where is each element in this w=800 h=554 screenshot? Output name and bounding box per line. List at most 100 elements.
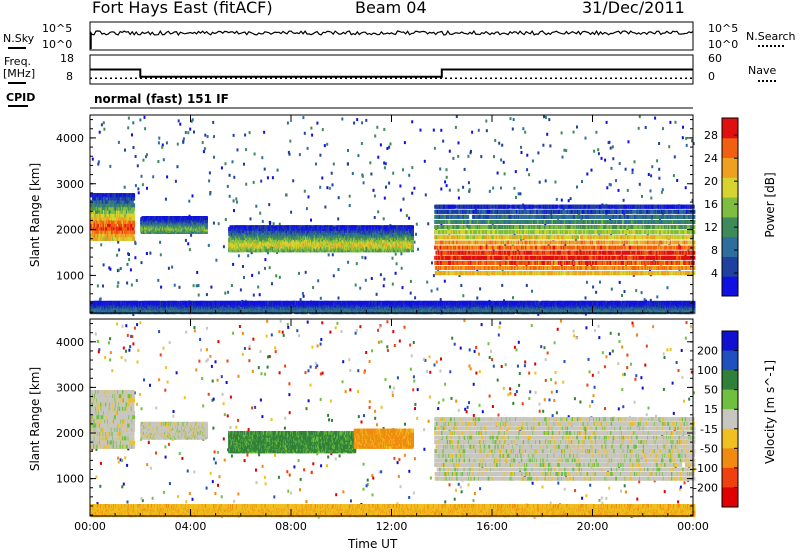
power-noise-dot bbox=[376, 126, 378, 129]
power-noise-dot bbox=[479, 287, 481, 290]
power-noise-dot bbox=[99, 131, 101, 134]
power-noise-dot bbox=[434, 147, 436, 150]
power-noise-dot bbox=[486, 129, 488, 132]
power-noise-dot bbox=[392, 283, 394, 286]
power-noise-dot bbox=[606, 186, 608, 189]
power-noise-dot bbox=[676, 179, 678, 182]
power-noise-dot bbox=[404, 141, 406, 144]
power-noise-dot bbox=[310, 127, 312, 130]
power-noise-dot bbox=[648, 173, 650, 176]
power-noise-dot bbox=[292, 179, 294, 182]
power-noise-dot bbox=[263, 131, 265, 134]
power-noise-dot bbox=[189, 128, 191, 131]
power-noise-dot bbox=[259, 293, 261, 296]
power-noise-dot bbox=[138, 191, 140, 194]
power-noise-dot bbox=[229, 174, 231, 177]
power-noise-dot bbox=[383, 128, 385, 131]
power-noise-dot bbox=[656, 159, 658, 162]
power-noise-dot bbox=[320, 297, 322, 300]
power-noise-dot bbox=[469, 188, 471, 191]
power-noise-dot bbox=[326, 143, 328, 146]
power-noise-dot bbox=[135, 155, 137, 158]
power-noise-dot bbox=[512, 128, 514, 131]
power-noise-dot bbox=[250, 217, 252, 220]
power-noise-dot bbox=[341, 118, 343, 121]
power-noise-dot bbox=[127, 252, 129, 255]
power-noise-dot bbox=[97, 163, 99, 166]
power-noise-dot bbox=[120, 267, 122, 270]
power-noise-dot bbox=[131, 133, 133, 136]
power-noise-dot bbox=[595, 131, 597, 134]
power-noise-dot bbox=[363, 181, 365, 184]
power-noise-dot bbox=[361, 142, 363, 145]
power-noise-dot bbox=[347, 261, 349, 264]
power-noise-dot bbox=[253, 294, 255, 297]
power-noise-dot bbox=[208, 179, 210, 182]
power-noise-dot bbox=[158, 137, 160, 140]
power-noise-dot bbox=[243, 276, 245, 279]
power-noise-dot bbox=[440, 129, 442, 132]
power-noise-dot bbox=[316, 122, 318, 125]
power-noise-dot bbox=[135, 184, 137, 187]
power-noise-dot bbox=[204, 147, 206, 150]
power-noise-dot bbox=[658, 177, 660, 180]
power-noise-dot bbox=[338, 297, 340, 300]
power-noise-dot bbox=[179, 123, 181, 126]
power-noise-dot bbox=[324, 144, 326, 147]
power-noise-dot bbox=[361, 121, 363, 124]
power-noise-dot bbox=[518, 192, 520, 195]
power-noise-dot bbox=[223, 245, 225, 248]
power-noise-dot bbox=[103, 121, 105, 124]
power-noise-dot bbox=[493, 155, 495, 158]
power-noise-dot bbox=[322, 128, 324, 131]
power-noise-dot bbox=[380, 143, 382, 146]
power-noise-dot bbox=[332, 183, 334, 186]
power-noise-dot bbox=[353, 122, 355, 125]
power-noise-dot bbox=[279, 223, 281, 226]
power-noise-dot bbox=[650, 197, 652, 200]
power-noise-dot bbox=[193, 284, 195, 287]
power-noise-dot bbox=[384, 166, 386, 169]
power-noise-dot bbox=[124, 149, 126, 152]
power-noise-dot bbox=[619, 281, 621, 284]
power-noise-dot bbox=[116, 254, 118, 257]
power-noise-dot bbox=[641, 291, 643, 294]
power-noise-dot bbox=[598, 152, 600, 155]
power-noise-dot bbox=[644, 298, 646, 301]
power-noise-dot bbox=[420, 129, 422, 132]
power-noise-dot bbox=[612, 145, 614, 148]
power-noise-dot bbox=[610, 147, 612, 150]
power-noise-dot bbox=[158, 141, 160, 144]
power-noise-dot bbox=[152, 175, 154, 178]
power-noise-dot bbox=[139, 118, 141, 121]
power-noise-dot bbox=[227, 291, 229, 294]
power-noise-dot bbox=[425, 193, 427, 196]
power-noise-dot bbox=[581, 180, 583, 183]
power-noise-dot bbox=[522, 127, 524, 130]
power-noise-dot bbox=[103, 263, 105, 266]
power-noise-dot bbox=[275, 274, 277, 277]
power-noise-dot bbox=[166, 175, 168, 178]
power-noise-dot bbox=[585, 137, 587, 140]
power-noise-dot bbox=[233, 134, 235, 137]
power-noise-dot bbox=[513, 187, 515, 190]
power-noise-dot bbox=[555, 181, 557, 184]
power-noise-dot bbox=[128, 258, 130, 261]
power-noise-dot bbox=[288, 151, 290, 154]
power-noise-dot bbox=[264, 267, 266, 270]
power-noise-dot bbox=[264, 258, 266, 261]
power-noise-dot bbox=[207, 135, 209, 138]
power-noise-dot bbox=[209, 193, 211, 196]
power-noise-dot bbox=[300, 298, 302, 301]
power-noise-dot bbox=[232, 263, 234, 266]
power-noise-dot bbox=[271, 282, 273, 285]
power-noise-dot bbox=[416, 223, 418, 226]
power-noise-dot bbox=[480, 155, 482, 158]
power-noise-dot bbox=[403, 198, 405, 201]
power-noise-dot bbox=[386, 147, 388, 150]
power-noise-dot bbox=[458, 189, 460, 192]
power-noise-dot bbox=[145, 155, 147, 158]
power-noise-dot bbox=[144, 116, 146, 119]
power-noise-dot bbox=[324, 206, 326, 209]
power-noise-dot bbox=[149, 252, 151, 255]
